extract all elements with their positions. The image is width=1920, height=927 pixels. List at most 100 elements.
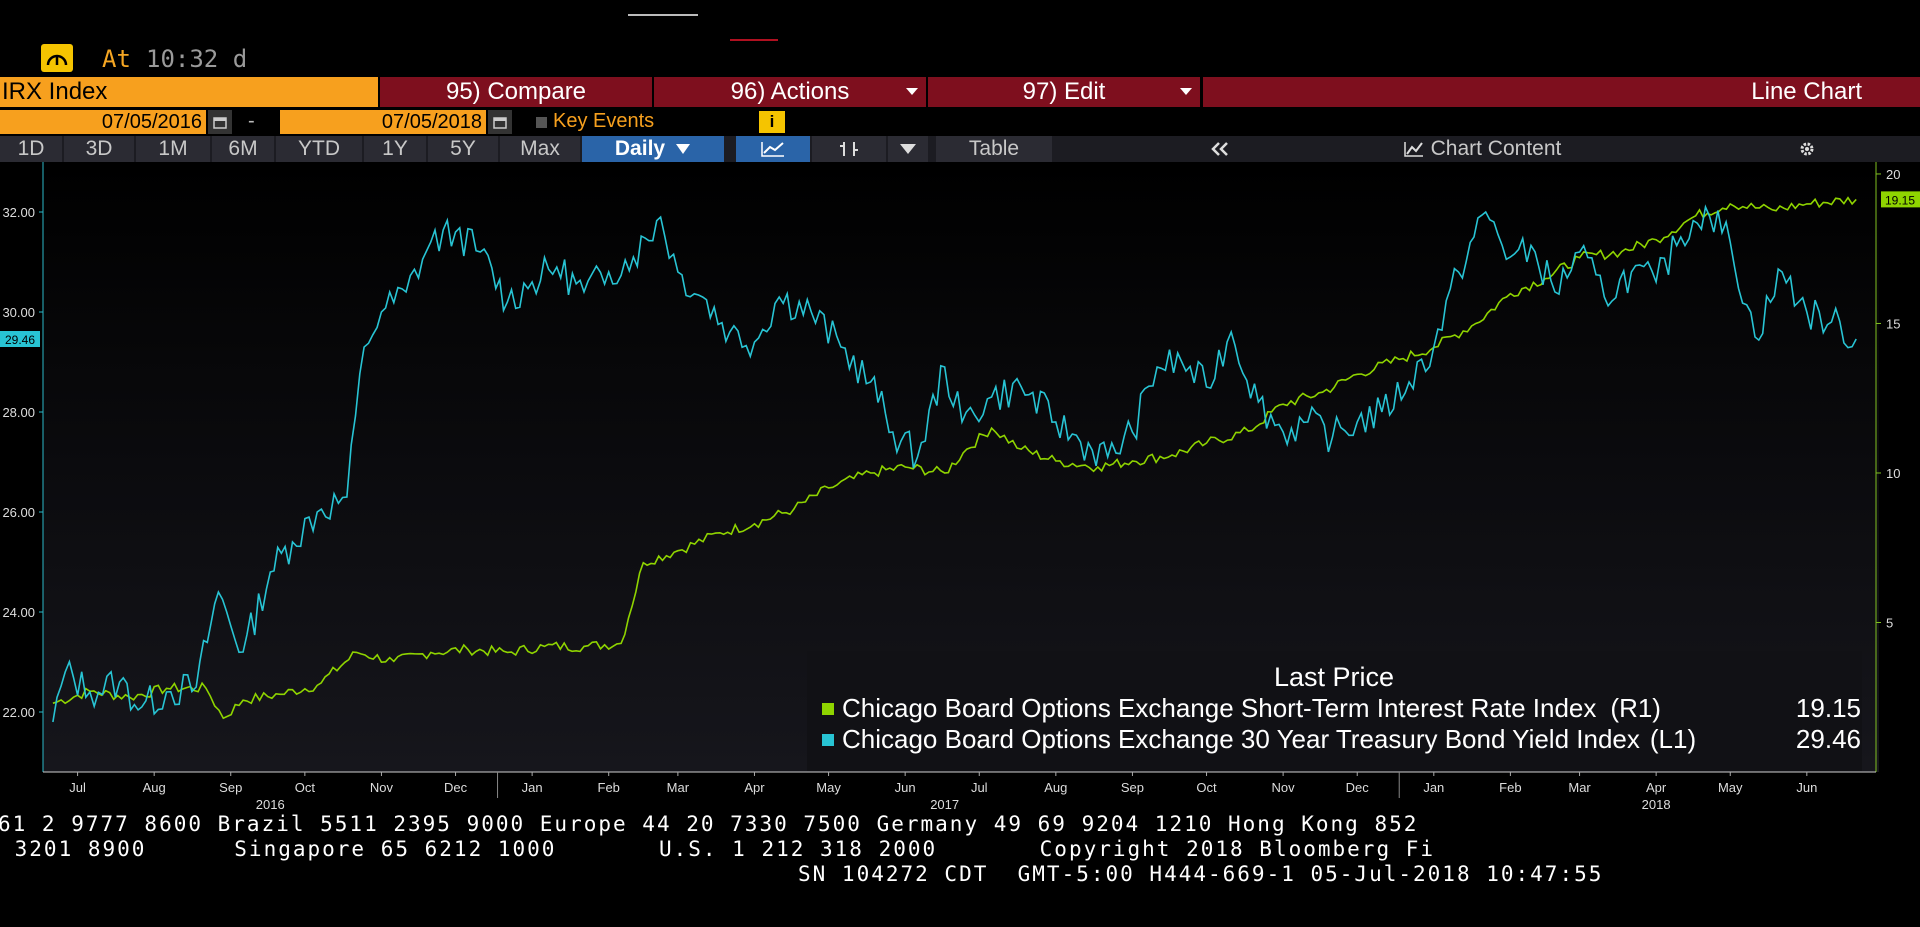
range-ytd[interactable]: YTD (276, 136, 362, 162)
x-axis-month-label: Feb (1499, 780, 1521, 795)
x-axis-month-label: Aug (1044, 780, 1067, 795)
x-axis-year-label: 2018 (1642, 797, 1671, 812)
treasury-30y-series-line (52, 204, 1857, 723)
x-axis-month-label: Sep (219, 780, 242, 795)
x-axis-year-label: 2017 (930, 797, 959, 812)
x-axis-month-label: Jan (1423, 780, 1444, 795)
x-axis-month-label: Dec (1346, 780, 1370, 795)
frequency-label: Daily (614, 137, 666, 160)
legend-series-name: Chicago Board Options Exchange Short-Ter… (842, 693, 1597, 723)
compare-button[interactable]: 95) Compare (380, 77, 652, 107)
table-button[interactable]: Table (936, 136, 1052, 162)
chart-content-button[interactable]: Chart Content (1272, 136, 1692, 162)
x-axis-month-label: Apr (744, 780, 765, 795)
ohlc-bar-icon[interactable] (812, 136, 886, 162)
x-axis-month-label: Jul (971, 780, 988, 795)
legend-swatch (822, 733, 834, 746)
start-date-field[interactable]: 07/05/2016 (0, 110, 206, 134)
legend-entry: Chicago Board Options Exchange 30 Year T… (822, 724, 1696, 755)
top-rule-red (730, 39, 778, 41)
chart-content-icon (1403, 142, 1423, 157)
left-axis-tick-label: 30.00 (2, 305, 35, 320)
x-axis-month-label: Jan (522, 780, 543, 795)
right-axis-tick-label: 5 (1886, 615, 1893, 630)
key-events-checkbox[interactable] (536, 117, 547, 128)
legend-last-value: 19.15 (1795, 693, 1861, 723)
top-rule (628, 14, 698, 16)
x-axis-month-label: Mar (1568, 780, 1591, 795)
x-axis-month-label: Nov (1272, 780, 1296, 795)
footer-session-info: SN 104272 CDT GMT-5:00 H444-669-1 05-Jul… (798, 862, 1604, 886)
chart-type-button[interactable]: Line Chart (1203, 77, 1920, 107)
status-at-label: At (102, 45, 131, 73)
range-3d[interactable]: 3D (64, 136, 134, 162)
range-6m[interactable]: 6M (212, 136, 274, 162)
legend-entry: Chicago Board Options Exchange Short-Ter… (822, 693, 1661, 724)
ticker-field[interactable]: IRX Index (0, 77, 378, 107)
x-axis-month-label: May (1718, 780, 1743, 795)
legend-series-name: Chicago Board Options Exchange 30 Year T… (842, 724, 1640, 754)
chart-content-label: Chart Content (1430, 137, 1562, 160)
line-chart-icon[interactable] (736, 136, 810, 162)
legend (807, 651, 1862, 771)
left-axis-tick-label: 28.00 (2, 405, 35, 420)
date-separator: - (248, 110, 255, 132)
key-events-label[interactable]: Key Events (553, 110, 655, 132)
range-5y[interactable]: 5Y (428, 136, 498, 162)
actions-menu[interactable]: 96) Actions (654, 77, 926, 107)
x-axis-month-label: Jun (1796, 780, 1817, 795)
footer-contacts-2: 3201 8900 Singapore 65 6212 1000 U.S. 1 … (0, 837, 1436, 861)
left-last-value-label: 29.46 (5, 333, 35, 347)
left-axis-tick-label: 32.00 (2, 205, 35, 220)
x-axis-month-label: Oct (1196, 780, 1217, 795)
right-axis-tick-label: 15 (1886, 316, 1900, 331)
legend-axis: (L1) (1649, 724, 1697, 754)
x-axis-month-label: Dec (444, 780, 468, 795)
edit-menu[interactable]: 97) Edit (928, 77, 1200, 107)
chevron-down-icon (676, 144, 691, 154)
legend-last-value: 29.46 (1795, 724, 1861, 754)
legend-axis: (R1) (1610, 693, 1661, 723)
legend-swatch (822, 702, 834, 715)
actions-label: 96) Actions (730, 78, 850, 105)
right-axis-tick-label: 10 (1886, 466, 1900, 481)
chevron-down-icon (1180, 88, 1192, 95)
double-chevron-left-icon[interactable] (1170, 136, 1270, 162)
chevron-down-icon (906, 88, 918, 95)
frequency-dropdown[interactable]: Daily (582, 136, 724, 162)
x-axis-month-label: Sep (1121, 780, 1144, 795)
range-max[interactable]: Max (500, 136, 580, 162)
x-axis-month-label: May (816, 780, 841, 795)
right-axis-tick-label: 20 (1886, 167, 1900, 182)
chevron-down-icon[interactable] (888, 136, 928, 162)
gear-icon[interactable] (1694, 136, 1920, 162)
x-axis-month-label: Apr (1646, 780, 1667, 795)
info-icon[interactable]: i (759, 111, 785, 133)
range-1y[interactable]: 1Y (364, 136, 426, 162)
calendar-icon[interactable] (488, 110, 512, 134)
legend-title: Last Price (1274, 662, 1395, 692)
short-term-rate-series-line (52, 196, 1857, 720)
status-time: 10:32 d (146, 45, 248, 73)
x-axis-month-label: Oct (295, 780, 316, 795)
x-axis-month-label: Jun (895, 780, 916, 795)
edit-label: 97) Edit (1022, 78, 1106, 105)
range-1d[interactable]: 1D (0, 136, 62, 162)
x-axis-month-label: Mar (667, 780, 690, 795)
left-axis-tick-label: 22.00 (2, 705, 35, 720)
x-axis-year-label: 2016 (256, 797, 285, 812)
end-date-field[interactable]: 07/05/2018 (280, 110, 486, 134)
footer-contacts-1: 61 2 9777 8600 Brazil 5511 2395 9000 Eur… (0, 812, 1419, 836)
right-last-value-label: 19.15 (1885, 193, 1915, 207)
dashboard-gauge-icon[interactable] (41, 44, 73, 72)
left-axis-tick-label: 26.00 (2, 505, 35, 520)
x-axis-month-label: Feb (598, 780, 620, 795)
calendar-icon[interactable] (208, 110, 232, 134)
left-axis-tick-label: 24.00 (2, 605, 35, 620)
left-last-value-tag (0, 331, 40, 347)
x-axis-month-label: Jul (69, 780, 86, 795)
right-last-value-tag (1881, 191, 1920, 208)
x-axis-month-label: Aug (143, 780, 166, 795)
range-1m[interactable]: 1M (136, 136, 210, 162)
x-axis-month-label: Nov (370, 780, 394, 795)
